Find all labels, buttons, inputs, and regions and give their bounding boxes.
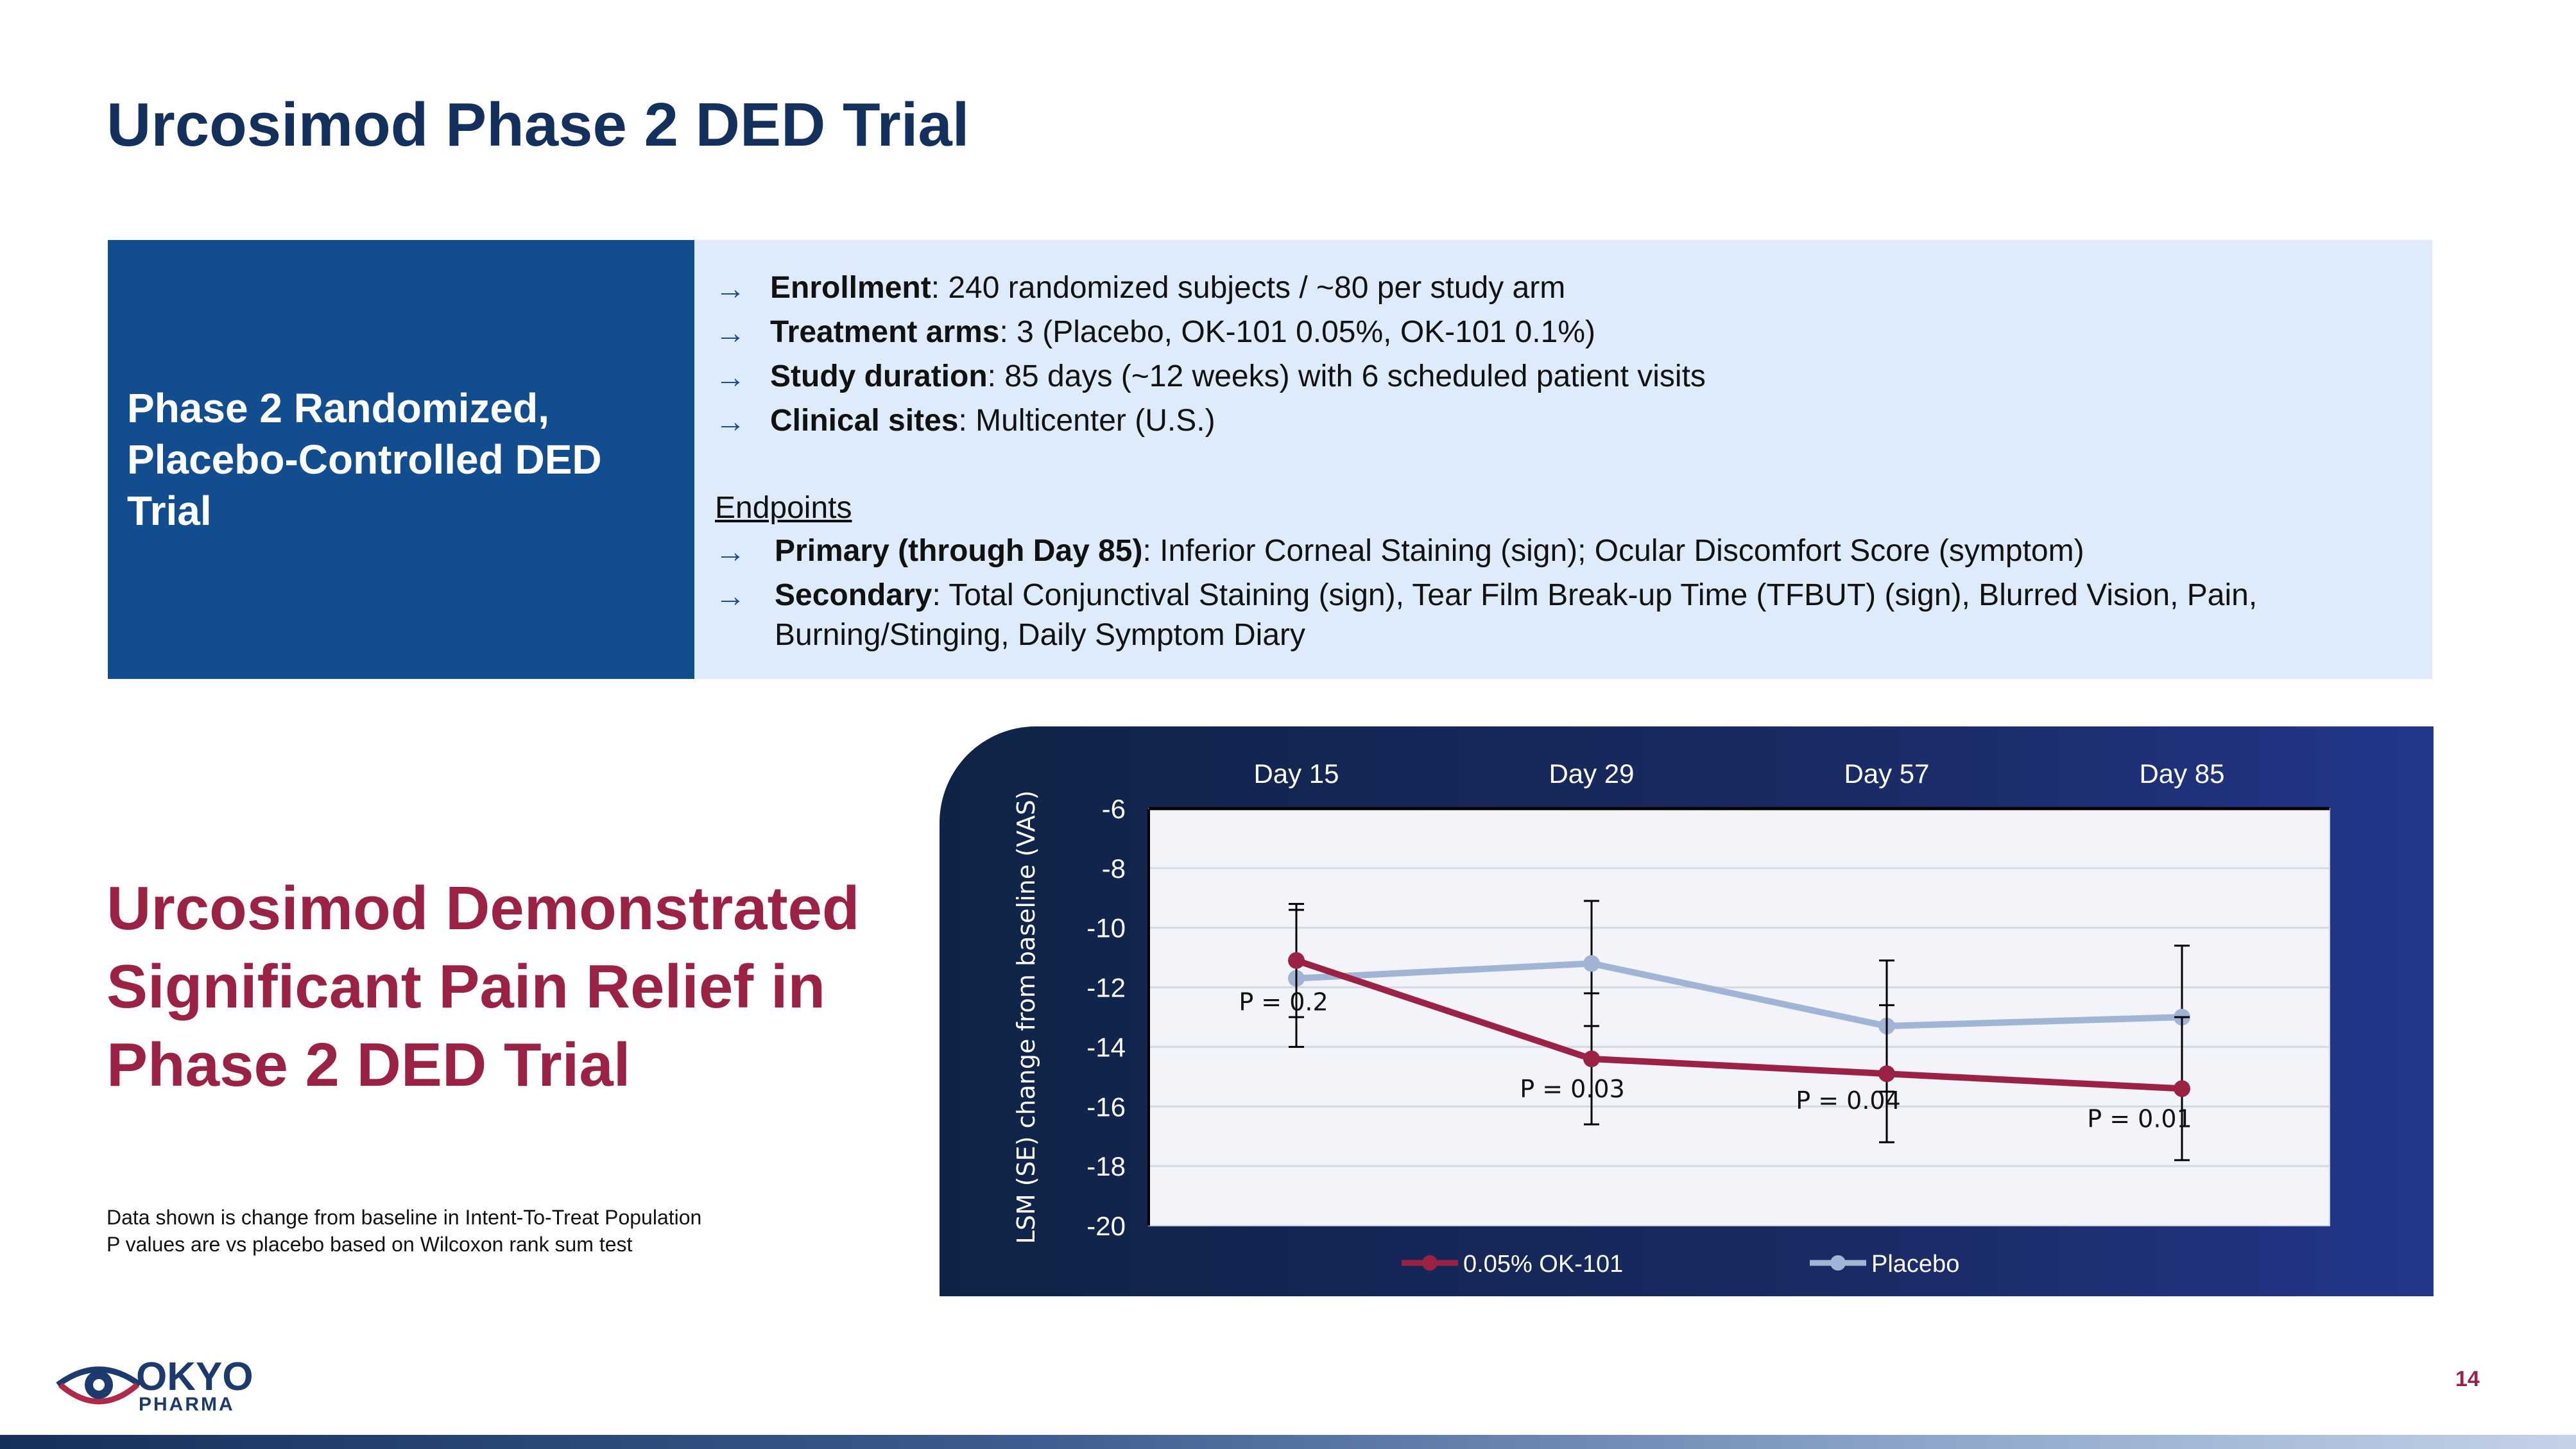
bullet-enrollment: Enrollment: 240 randomized subjects / ~8… <box>770 268 1565 308</box>
bullet-clinical-sites: Clinical sites: Multicenter (U.S.) <box>770 401 1215 441</box>
legend-label: 0.05% OK-101 <box>1463 1251 1623 1278</box>
y-tick-label: -16 <box>1086 1092 1126 1122</box>
bullet-text: : Multicenter (U.S.) <box>958 404 1215 438</box>
bullet-text: : 3 (Placebo, OK-101 0.05%, OK-101 0.1%) <box>999 315 1596 349</box>
arrow-icon: → <box>715 579 746 613</box>
headline-line: Significant Pain Relief in <box>107 952 826 1021</box>
design-details-box <box>694 240 2432 679</box>
y-tick-label: -8 <box>1102 853 1126 884</box>
legend-label: Placebo <box>1871 1251 1959 1278</box>
bullet-text: : 240 randomized subjects / ~80 per stud… <box>931 271 1566 305</box>
pain-relief-chart: -6 -8 -10 -12 -14 -16 -18 -20 Day 15 Day 29 Day 57… <box>1012 759 2330 1278</box>
y-tick-label: -18 <box>1086 1151 1126 1181</box>
page-number: 14 <box>2455 1367 2480 1391</box>
footnote: Data shown is change from baseline in In… <box>107 1204 701 1258</box>
footnote-line: Data shown is change from baseline in In… <box>107 1206 702 1229</box>
bullet-bold: Study duration <box>770 359 988 393</box>
endpoint-text: : Inferior Corneal Staining (sign); Ocul… <box>1142 534 2084 568</box>
design-label-line: Trial <box>127 488 212 534</box>
legend-swatch-marker <box>1830 1255 1846 1271</box>
design-label-box: Phase 2 Randomized, Placebo-Controlled D… <box>108 240 694 679</box>
data-point <box>1583 1050 1600 1067</box>
x-category-label: Day 29 <box>1549 759 1634 789</box>
bullet-treatment-arms: Treatment arms: 3 (Placebo, OK-101 0.05%… <box>770 313 1595 352</box>
y-tick-label: -14 <box>1086 1032 1126 1062</box>
endpoint-secondary: Secondary: Total Conjunctival Staining (… <box>775 576 2257 615</box>
footnote-line: P values are vs placebo based on Wilcoxo… <box>107 1233 633 1256</box>
data-point <box>1288 952 1305 969</box>
bullet-text: : 85 days (~12 weeks) with 6 scheduled p… <box>987 359 1706 393</box>
data-point <box>2174 1080 2190 1097</box>
p-value-annotation: P = 0.04 <box>1796 1086 1901 1115</box>
data-point <box>1878 1065 1895 1083</box>
x-category-label: Day 85 <box>2139 759 2224 789</box>
endpoint-text: : Total Conjunctival Staining (sign), Te… <box>932 578 2258 612</box>
p-value-annotation: P = 0.03 <box>1520 1075 1625 1103</box>
design-label-line: Placebo-Controlled DED <box>127 436 602 483</box>
arrow-icon: → <box>715 272 746 306</box>
logo-subtitle: PHARMA <box>139 1394 235 1412</box>
bullet-study-duration: Study duration: 85 days (~12 weeks) with… <box>770 357 1706 397</box>
data-point <box>1583 955 1600 972</box>
bullet-bold: Clinical sites <box>770 404 959 438</box>
p-value-annotation: P = 0.2 <box>1239 988 1328 1016</box>
headline: Urcosimod Demonstrated Significant Pain … <box>107 870 860 1104</box>
arrow-icon: → <box>715 361 746 395</box>
x-category-label: Day 57 <box>1844 759 1929 789</box>
design-label: Phase 2 Randomized, Placebo-Controlled D… <box>127 382 602 536</box>
bullet-bold: Enrollment <box>770 271 931 305</box>
y-tick-label: -12 <box>1086 973 1126 1003</box>
arrow-icon: → <box>715 405 746 439</box>
series-line <box>1295 957 2183 1092</box>
endpoint-bold: Primary (through Day 85) <box>775 534 1143 568</box>
y-tick-label: -6 <box>1102 794 1126 824</box>
legend-swatch-marker <box>1422 1255 1438 1271</box>
headline-line: Urcosimod Demonstrated <box>107 874 860 943</box>
arrow-icon: → <box>715 535 746 569</box>
okyo-eye-icon: OKYO PHARMA <box>56 1355 253 1415</box>
endpoint-bold: Secondary <box>775 578 932 612</box>
headline-line: Phase 2 DED Trial <box>107 1031 631 1099</box>
series-line <box>1296 960 2183 1029</box>
bottom-accent-bar <box>0 1435 2576 1449</box>
okyo-pharma-logo: OKYO PHARMA <box>54 1354 298 1415</box>
bullet-bold: Treatment arms <box>770 315 1000 349</box>
endpoint-primary: Primary (through Day 85): Inferior Corne… <box>775 531 2084 571</box>
endpoints-heading: Endpoints <box>715 491 852 525</box>
design-label-line: Phase 2 Randomized, <box>127 385 549 431</box>
arrow-icon: → <box>715 316 746 350</box>
y-tick-label: -20 <box>1086 1211 1126 1241</box>
slide-title: Urcosimod Phase 2 DED Trial <box>107 90 970 159</box>
logo-wordmark: OKYO <box>136 1355 253 1399</box>
endpoint-secondary-continued: Burning/Stinging, Daily Symptom Diary <box>775 618 1305 652</box>
p-value-annotation: P = 0.01 <box>2087 1104 2192 1133</box>
y-tick-label: -10 <box>1086 913 1126 943</box>
y-axis-label: LSM (SE) change from baseline (VAS) <box>1012 790 1040 1244</box>
chart-panel: -6 -8 -10 -12 -14 -16 -18 -20 Day 15 Day 29 Day 57… <box>940 726 2434 1296</box>
x-category-label: Day 15 <box>1253 759 1339 789</box>
